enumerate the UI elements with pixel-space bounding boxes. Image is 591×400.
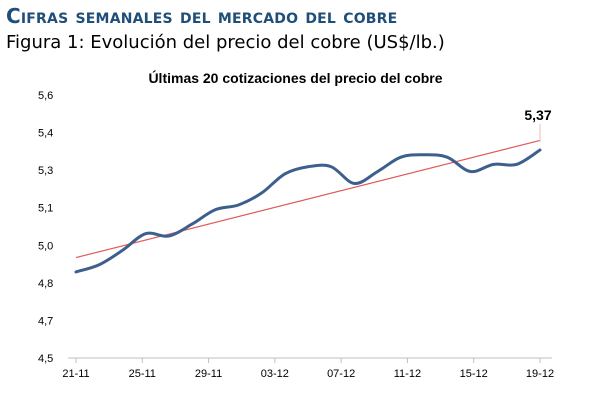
trendline	[75, 139, 541, 259]
y-tick-label: 4,7	[38, 315, 53, 327]
price-series-line	[74, 148, 542, 274]
y-tick-label: 5,1	[38, 203, 53, 215]
x-tick-label: 29-11	[195, 368, 222, 380]
y-tick-label: 5,3	[38, 165, 53, 177]
chart-title: Últimas 20 cotizaciones del precio del c…	[148, 70, 443, 86]
figure-caption: Figura 1: Evolución del precio del cobre…	[6, 32, 445, 53]
x-tick-label: 11-12	[394, 368, 421, 380]
x-tick-label: 07-12	[327, 368, 355, 380]
x-tick-label: 15-12	[460, 368, 488, 380]
page-heading: Cifras semanales del mercado del cobre	[6, 4, 398, 28]
y-tick-label: 5,0	[38, 240, 53, 252]
last-value-label: 5,37	[524, 107, 551, 123]
x-tick-label: 21-11	[62, 368, 89, 380]
x-tick-label: 25-11	[129, 368, 156, 380]
x-tick-label: 03-12	[261, 368, 289, 380]
y-tick-label: 4,5	[38, 353, 53, 365]
y-tick-label: 4,8	[38, 278, 53, 290]
y-tick-label: 5,4	[38, 128, 53, 140]
x-tick-label: 19-12	[526, 368, 554, 380]
y-tick-label: 5,6	[38, 90, 53, 102]
